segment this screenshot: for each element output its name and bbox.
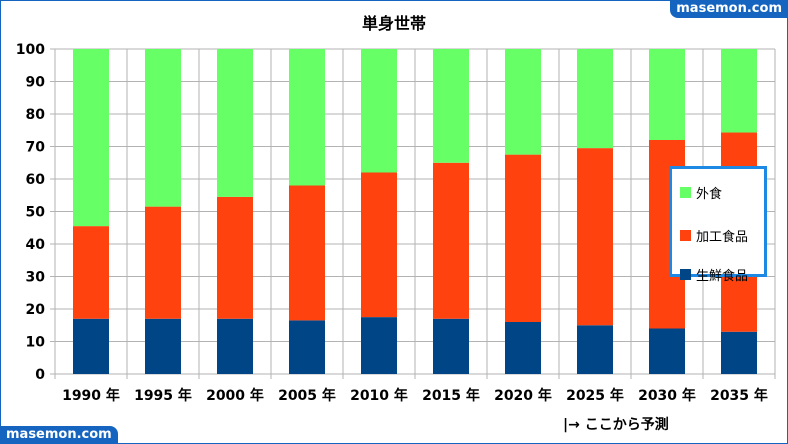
bar-segment-gaishoku — [649, 49, 685, 140]
bar-segment-gaishoku — [145, 49, 181, 207]
axes — [50, 48, 55, 375]
bar-segment-kakou — [217, 196, 253, 319]
y-tick-label: 80 — [26, 107, 46, 123]
y-tick-label: 20 — [26, 302, 46, 318]
bar-segment-seisen — [577, 325, 613, 374]
bar-segment-gaishoku — [721, 49, 757, 133]
legend-label-seisen: 生鮮食品 — [696, 268, 749, 284]
x-tick-label: 2020 年 — [494, 387, 552, 404]
bar-segment-kakou — [145, 206, 181, 319]
x-tick-label: 1990 年 — [62, 387, 120, 404]
x-tick-label: 2000 年 — [206, 387, 264, 404]
bar-segment-kakou — [505, 154, 541, 322]
x-tick-label: 2010 年 — [350, 387, 408, 404]
watermark-bottom: masemon.com — [0, 426, 118, 444]
chart-title: 単身世帯 — [361, 14, 426, 33]
bar-segment-seisen — [505, 322, 541, 374]
bar-segment-gaishoku — [217, 49, 253, 197]
y-tick-label: 30 — [26, 270, 46, 286]
legend-swatch-seisen — [680, 268, 691, 280]
y-tick-label: 70 — [26, 140, 46, 156]
bar-segment-gaishoku — [433, 49, 469, 163]
bar-segment-seisen — [289, 320, 325, 374]
x-tick-labels: 1990 年 1995 年 2000 年 2005 年 2010 年 2015 年 2020… — [62, 387, 768, 404]
bar-segment-gaishoku — [361, 49, 397, 173]
legend-swatch-kakou — [680, 229, 691, 241]
bar-segment-seisen — [649, 328, 685, 374]
legend: 外食 加工食品 生鮮食品 — [669, 166, 767, 284]
x-tick-label: 2030 年 — [638, 387, 696, 404]
bar-segment-seisen — [361, 317, 397, 374]
legend-item-seisen: 生鮮食品 — [680, 265, 749, 284]
y-tick-label: 10 — [26, 335, 46, 351]
bar-segment-kakou — [73, 226, 109, 319]
bar-segment-seisen — [433, 318, 469, 374]
forecast-note: |→ ここから予測 — [563, 417, 669, 433]
legend-swatch-gaishoku — [680, 186, 691, 198]
x-tick-label: 2035 年 — [710, 387, 768, 404]
bar-segment-gaishoku — [73, 49, 109, 227]
y-tick-label: 50 — [26, 205, 46, 221]
bar-segment-gaishoku — [505, 49, 541, 155]
bar-segment-seisen — [721, 331, 757, 374]
bars — [73, 49, 757, 374]
x-tick-label: 2025 年 — [566, 387, 624, 404]
y-tick-label: 60 — [26, 172, 46, 188]
y-tick-label: 100 — [16, 42, 45, 58]
bar-segment-seisen — [73, 318, 109, 374]
bar-segment-seisen — [145, 318, 181, 374]
x-tick-label: 1995 年 — [134, 387, 192, 404]
bar-segment-kakou — [577, 148, 613, 326]
y-tick-label: 40 — [26, 237, 46, 253]
bar-segment-kakou — [361, 172, 397, 318]
legend-label-kakou: 加工食品 — [696, 229, 749, 245]
bar-segment-gaishoku — [289, 49, 325, 186]
x-tick-label: 2005 年 — [278, 387, 336, 404]
y-tick-label: 90 — [26, 75, 46, 91]
bar-segment-gaishoku — [577, 49, 613, 149]
bar-segment-kakou — [433, 162, 469, 319]
legend-label-gaishoku: 外食 — [696, 186, 723, 202]
legend-item-gaishoku: 外食 — [680, 183, 723, 202]
x-tick-label: 2015 年 — [422, 387, 480, 404]
watermark-top: masemon.com — [670, 0, 788, 18]
bar-segment-kakou — [289, 185, 325, 321]
bar-segment-seisen — [217, 318, 253, 374]
y-tick-label: 0 — [35, 367, 45, 383]
y-tick-labels: 0 10 20 30 40 50 60 70 80 90 100 — [16, 42, 45, 383]
legend-item-kakou: 加工食品 — [680, 226, 749, 245]
